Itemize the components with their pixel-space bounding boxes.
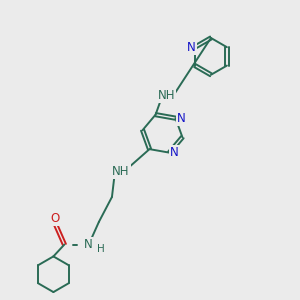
Text: O: O: [51, 212, 60, 225]
Text: N: N: [176, 112, 185, 125]
Text: N: N: [170, 146, 179, 159]
Text: N: N: [187, 41, 196, 54]
Text: NH: NH: [158, 89, 175, 102]
Text: H: H: [97, 244, 104, 254]
Text: N: N: [84, 238, 93, 251]
Text: NH: NH: [112, 165, 130, 178]
